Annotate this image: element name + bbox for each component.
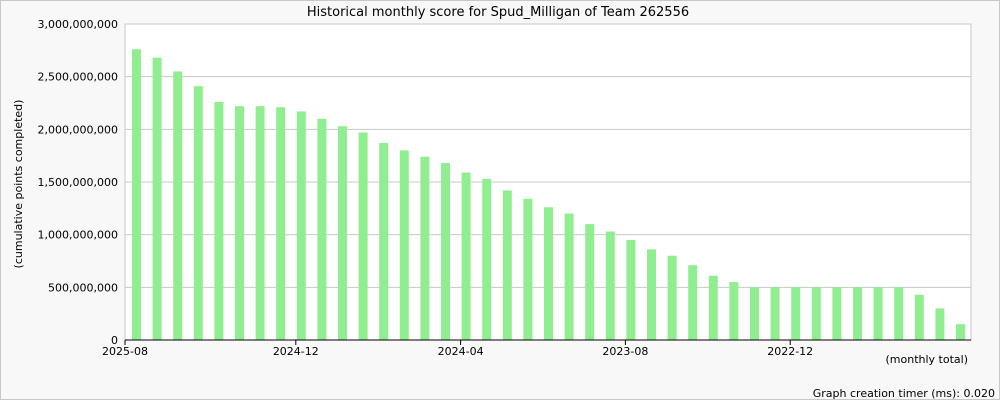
bar bbox=[935, 308, 945, 340]
bar bbox=[399, 150, 409, 340]
bar bbox=[585, 224, 595, 340]
bar bbox=[420, 156, 430, 340]
bar bbox=[564, 213, 574, 340]
bar bbox=[441, 163, 450, 340]
bar bbox=[667, 255, 677, 340]
bar bbox=[173, 71, 183, 341]
x-tick-label: 2023-08 bbox=[602, 345, 648, 358]
bar bbox=[544, 207, 553, 340]
bar bbox=[688, 265, 698, 340]
bar bbox=[502, 190, 512, 340]
bar bbox=[832, 287, 842, 340]
bar bbox=[626, 239, 636, 340]
x-tick-label: 2024-12 bbox=[273, 345, 319, 358]
bar bbox=[894, 287, 904, 340]
y-tick-labels: 0 500,000,000 1,000,000,000 1,500,000,000 2,… bbox=[38, 18, 118, 347]
bar bbox=[235, 106, 244, 340]
bar bbox=[461, 172, 471, 340]
bar bbox=[770, 287, 780, 340]
bar bbox=[914, 294, 924, 340]
bar bbox=[791, 287, 801, 340]
bar bbox=[255, 106, 265, 340]
y-tick-label: 0 bbox=[111, 334, 118, 347]
graph-timer-text: Graph creation timer (ms): 0.020 bbox=[813, 387, 995, 400]
bar bbox=[708, 275, 718, 340]
bar bbox=[956, 324, 965, 340]
bar bbox=[605, 231, 615, 340]
y-tick-label: 1,500,000,000 bbox=[38, 176, 118, 189]
bar bbox=[523, 198, 533, 340]
x-tick-labels: 2025-08 2024-12 2024-04 2023-08 2022-12 bbox=[102, 340, 813, 358]
bar bbox=[338, 126, 347, 340]
bar bbox=[152, 57, 162, 340]
bar bbox=[193, 86, 203, 340]
bar bbox=[358, 132, 368, 340]
y-axis-label: (cumulative points completed) bbox=[12, 100, 25, 269]
bar bbox=[811, 287, 821, 340]
y-tick-label: 2,500,000,000 bbox=[38, 71, 118, 84]
bar bbox=[214, 101, 224, 341]
y-tick-label: 2,000,000,000 bbox=[38, 123, 118, 136]
bar bbox=[379, 143, 389, 340]
bar bbox=[750, 287, 759, 340]
bar bbox=[296, 111, 306, 340]
x-tick-label: 2024-04 bbox=[438, 345, 484, 358]
x-tick-label: 2022-12 bbox=[767, 345, 813, 358]
bar bbox=[276, 107, 286, 340]
bar bbox=[317, 118, 327, 340]
bar bbox=[132, 49, 141, 340]
bar bbox=[729, 282, 739, 340]
bar bbox=[647, 249, 656, 340]
bar bbox=[482, 178, 492, 340]
bar bbox=[853, 287, 862, 340]
y-tick-label: 500,000,000 bbox=[48, 281, 118, 294]
x-tick-label: 2025-08 bbox=[102, 345, 148, 358]
bar-layer bbox=[132, 49, 965, 341]
bar bbox=[873, 287, 883, 340]
y-tick-label: 1,000,000,000 bbox=[38, 229, 118, 242]
y-tick-label: 3,000,000,000 bbox=[38, 18, 118, 31]
x-axis-label: (monthly total) bbox=[886, 353, 969, 366]
chart-title: Historical monthly score for Spud_Millig… bbox=[307, 5, 689, 20]
